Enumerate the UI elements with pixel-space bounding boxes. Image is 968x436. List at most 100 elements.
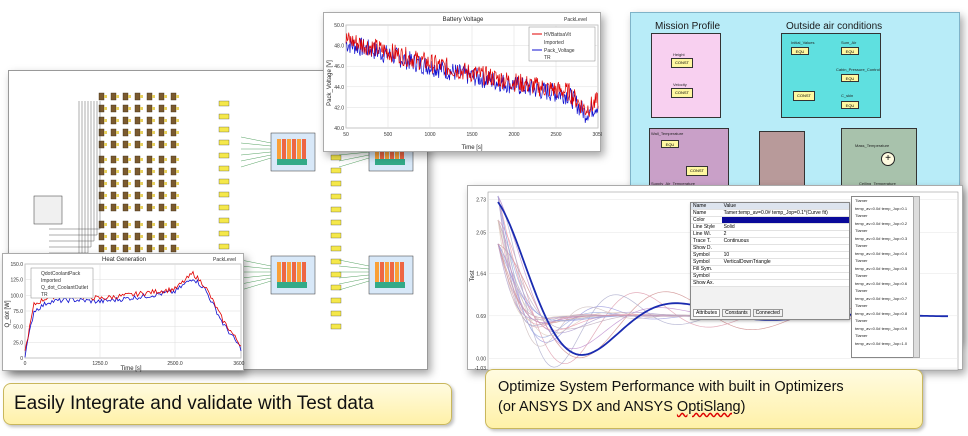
props-value[interactable]: [721, 272, 849, 280]
heat-legend-1: Imported: [41, 278, 61, 284]
props-value[interactable]: VerticalDownTriangle: [721, 258, 849, 266]
height-label: Height: [673, 52, 685, 57]
props-value[interactable]: [721, 279, 849, 287]
props-row[interactable]: Name Tamer:temp_av=0.0# temp_Jop=0.1*(Cur…: [691, 209, 849, 217]
module-cell: [287, 139, 291, 165]
battery-cell: [134, 155, 141, 164]
optimizer-legend-item[interactable]: Tlamer: [855, 258, 868, 263]
optimizer-legend-item[interactable]: Tlamer: [855, 333, 868, 338]
optimizer-legend-item[interactable]: temp_av=0.0# temp_Jop=0.9: [855, 325, 908, 331]
mission-profile-title: Mission Profile: [655, 21, 721, 32]
cskin-label: C_skin: [841, 93, 854, 98]
props-row[interactable]: Show D.: [691, 244, 849, 252]
battery-cell: [122, 179, 129, 188]
connector-tag: [330, 245, 342, 252]
battery-cell: [146, 128, 153, 137]
optimizer-legend-item[interactable]: Tlamer: [855, 198, 868, 203]
optimizer-legend-item[interactable]: temp_av=0.0# temp_Jop=0.8: [855, 310, 908, 316]
controller-block[interactable]: [33, 195, 63, 225]
wall-temp-equ[interactable]: EQU: [661, 140, 679, 148]
optimizer-legend-item[interactable]: temp_av=0.0# temp_Jop=0.7: [855, 295, 908, 301]
props-value[interactable]: [721, 265, 849, 273]
cell-terminal: [176, 107, 179, 110]
battery-cell: [158, 128, 165, 137]
props-value[interactable]: 10: [721, 251, 849, 259]
wire: [49, 101, 98, 236]
battery-cell: [134, 244, 141, 253]
optimizer-legend-item[interactable]: Tlamer: [855, 213, 868, 218]
connector-tag: [330, 310, 342, 317]
battery-cell: [98, 203, 105, 212]
module-cell: [400, 139, 404, 165]
optimizer-legend-item[interactable]: Tlamer: [855, 318, 868, 323]
wall-temp-block[interactable]: [649, 128, 729, 190]
props-row[interactable]: Symbol 10: [691, 251, 849, 259]
optimizer-legend-item[interactable]: temp_av=0.0# temp_Jop=0.6: [855, 280, 908, 286]
optimizer-legend-list[interactable]: Tlamer temp_av=0.0# temp_Jop=0.1 Tlamer tem…: [851, 196, 915, 358]
optimizer-ylabel: Test: [470, 270, 476, 281]
props-value[interactable]: Solid: [721, 223, 849, 231]
module-wire: [338, 280, 370, 291]
battery-cell: [134, 116, 141, 125]
props-key: Show Ax.: [691, 279, 722, 287]
props-row[interactable]: Symbol VerticalDownTriangle: [691, 258, 849, 266]
optimizer-legend-item[interactable]: temp_av=0.0# temp_Jop=0.3: [855, 235, 908, 241]
height-const[interactable]: CONST: [671, 58, 693, 68]
cell-terminal: [140, 119, 143, 122]
velocity-const[interactable]: CONST: [671, 88, 693, 98]
props-value[interactable]: Tamer:temp_av=0.0# temp_Jop=0.1*(Curve f…: [721, 209, 849, 217]
props-tab-attributes[interactable]: Attributes: [693, 309, 721, 317]
props-value[interactable]: [721, 244, 849, 252]
optimizer-legend-item[interactable]: temp_av=0.0# temp_Jop=0.4: [855, 250, 908, 256]
battery-ytick: 50.0: [334, 23, 344, 29]
props-row[interactable]: Trace T. Continuous: [691, 237, 849, 245]
props-value[interactable]: Continuous: [721, 237, 849, 245]
battery-cell: [170, 191, 177, 200]
heat-xtick: 1250.0: [92, 361, 108, 367]
optimizer-legend-item[interactable]: Tlamer: [855, 303, 868, 308]
connector-tag: [330, 154, 342, 161]
props-row[interactable]: Color: [691, 216, 849, 224]
optimizer-legend-item[interactable]: temp_av=0.0# temp_Jop=0.2: [855, 220, 908, 226]
cell-terminal: [116, 107, 119, 110]
supply-air-const[interactable]: CONST: [686, 166, 708, 176]
cell-terminal: [152, 170, 155, 173]
optimizer-legend-item[interactable]: temp_av=0.0# temp_Jop=0.1: [855, 205, 908, 211]
cell-terminal: [104, 170, 107, 173]
optimizer-legend-item[interactable]: temp_av=0.0# temp_Jop=0.5: [855, 265, 908, 271]
battery-chart-title: Battery Voltage: [443, 17, 484, 23]
props-tab-constants[interactable]: Constants: [722, 309, 751, 317]
mass-temp-block[interactable]: [841, 128, 917, 190]
optimizer-legend-item[interactable]: temp_av=0.0# temp_Jop=1.0: [855, 340, 908, 346]
props-row[interactable]: Line Style Solid: [691, 223, 849, 231]
initial-values-equ[interactable]: EQU: [791, 47, 809, 55]
battery-cell: [146, 244, 153, 253]
props-row[interactable]: Symbol: [691, 272, 849, 280]
optimizer-legend-item[interactable]: Tlamer: [855, 228, 868, 233]
optimizer-legend-item[interactable]: Tlamer: [855, 243, 868, 248]
module-cell: [292, 139, 296, 165]
props-value[interactable]: 2: [721, 230, 849, 238]
cskin-const[interactable]: CONST: [793, 91, 815, 101]
cskin-equ[interactable]: EQU: [841, 101, 859, 109]
properties-dialog[interactable]: Name Value Name Tamer:temp_av=0.0# temp_J…: [690, 202, 850, 320]
mission-profile-block[interactable]: [651, 33, 721, 118]
props-row[interactable]: Show Ax.: [691, 279, 849, 287]
sum-air-equ[interactable]: EQU: [841, 47, 859, 55]
props-tab-connected[interactable]: Connected: [752, 309, 783, 317]
cabin-block[interactable]: [759, 131, 805, 186]
battery-series-measured: [345, 32, 599, 118]
cabin-pressure-equ[interactable]: EQU: [841, 74, 859, 82]
outside-air-block[interactable]: [781, 33, 881, 118]
props-key: Line Style: [691, 223, 722, 231]
props-value[interactable]: [721, 216, 849, 224]
props-row[interactable]: Line Wi. 2: [691, 230, 849, 238]
sum-air-label: Sum_Air: [841, 40, 857, 45]
battery-cell: [134, 104, 141, 113]
battery-xtick: 500: [384, 132, 393, 138]
optimizer-legend-item[interactable]: Tlamer: [855, 273, 868, 278]
optimizer-legend-item[interactable]: Tlamer: [855, 288, 868, 293]
optimizer-legend-scrollbar[interactable]: [913, 196, 920, 358]
props-row[interactable]: Fill Sym.: [691, 265, 849, 273]
heat-xtick: 0: [24, 361, 27, 367]
